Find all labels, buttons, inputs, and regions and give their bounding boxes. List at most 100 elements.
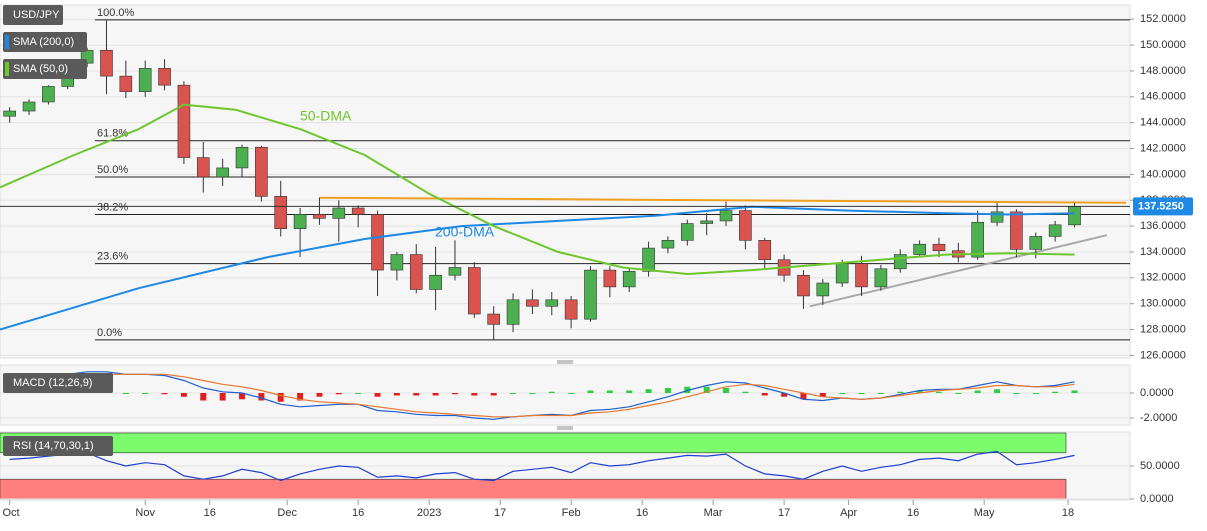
y-tick-label: 0.0000 [1140,493,1174,505]
macd-histogram-bar [510,393,517,394]
x-tick-label: Feb [562,507,581,519]
macd-histogram-bar [219,393,226,401]
candle-body [332,207,346,219]
macd-histogram-bar [490,393,497,396]
candle-body [661,240,675,249]
candle-body [874,268,888,288]
macd-histogram-bar [239,393,246,400]
macd-histogram-bar [974,390,981,393]
last-price-box [1133,197,1193,216]
macd-histogram-bar [355,393,362,394]
x-tick-label: 17 [494,507,506,519]
macd-histogram-bar [297,393,304,401]
candle-body [196,157,210,178]
macd-histogram-bar [413,393,420,396]
macd-histogram-bar [1071,390,1078,393]
macd-histogram-bar [316,393,323,397]
candle-body [119,75,133,92]
macd-histogram-bar [723,388,730,393]
y-tick-label: 148.0000 [1140,65,1186,77]
macd-histogram-bar [548,391,555,393]
fib-label: 0.0% [97,327,122,339]
x-tick-label: 16 [204,507,216,519]
macd-histogram-bar [935,391,942,393]
candle-body [390,254,404,271]
candle-body [138,68,152,92]
candle-body [293,214,307,229]
candle-body [971,221,984,258]
candle-body [371,214,384,271]
candle-body [835,263,849,284]
candle-body [758,240,772,261]
label-box [3,59,87,79]
candle-body [719,210,733,222]
trendline [809,234,1108,308]
candle-body [22,101,36,112]
macd-histogram-bar [781,393,788,397]
macd-histogram-bar [645,389,652,393]
y-tick-label: 126.0000 [1140,349,1186,361]
candle-body [158,68,171,86]
candle-body [797,274,810,297]
x-tick-label: Nov [135,507,155,519]
macd-histogram-bar [568,393,575,394]
label-marker [5,62,9,76]
macd-histogram-bar [200,393,207,401]
candle-body [913,243,926,255]
panel-label: MACD (12,26,9) [13,377,92,389]
x-tick-label: 16 [907,507,919,519]
macd-histogram-bar [180,393,187,397]
candle-body [429,274,442,290]
y-tick-label: 150.0000 [1140,39,1186,51]
macd-histogram-bar [839,393,846,394]
candle-body [487,313,500,325]
candle-body [409,254,423,290]
candle-body [1048,224,1062,237]
fib-label: 100.0% [97,7,135,19]
fib-label: 23.6% [97,251,128,263]
candle-body [622,271,636,288]
candle-body [526,299,539,307]
rsi-line [9,450,1075,482]
panel-label: SMA (200,0) [13,36,74,48]
fib-label: 50.0% [97,164,128,176]
macd-histogram-bar [587,390,594,393]
macd-histogram-bar [684,386,691,393]
label-marker [5,35,9,49]
candle-body [700,220,713,224]
y-tick-label: 140.0000 [1140,168,1186,180]
macd-histogram-bar [703,386,710,393]
macd-histogram-bar [877,393,884,394]
candle-body [216,167,229,178]
y-tick-label: 0.0000 [1140,387,1174,399]
y-tick-label: 136.0000 [1140,220,1186,232]
y-tick-label: -2.0000 [1140,412,1177,424]
candle-body [235,146,249,169]
candle-body [545,299,559,307]
x-tick-label: May [974,507,995,519]
line-annotation: 50-DMA [300,108,352,124]
x-tick-label: 17 [778,507,790,519]
macd-histogram-bar [664,388,671,393]
panel-handle[interactable] [557,360,573,430]
x-tick-label: Apr [840,507,857,519]
macd-histogram-bar [1013,393,1020,394]
candle-body [855,263,868,288]
macd-histogram-bar [858,393,865,394]
macd-histogram-bar [955,393,962,394]
label-box [3,5,63,25]
x-tick-label: 18 [1062,507,1074,519]
macd-line [9,373,1075,418]
candle-body [932,243,946,251]
candle-body [603,269,617,288]
macd-histogram-bar [606,390,613,393]
candle-body [42,86,55,103]
candle-body [642,247,655,272]
macd-histogram-bar [335,393,342,395]
y-tick-label: 132.0000 [1140,272,1186,284]
sma-line [0,205,1075,331]
trendline [319,196,1127,204]
macd-histogram-bar [819,393,826,397]
